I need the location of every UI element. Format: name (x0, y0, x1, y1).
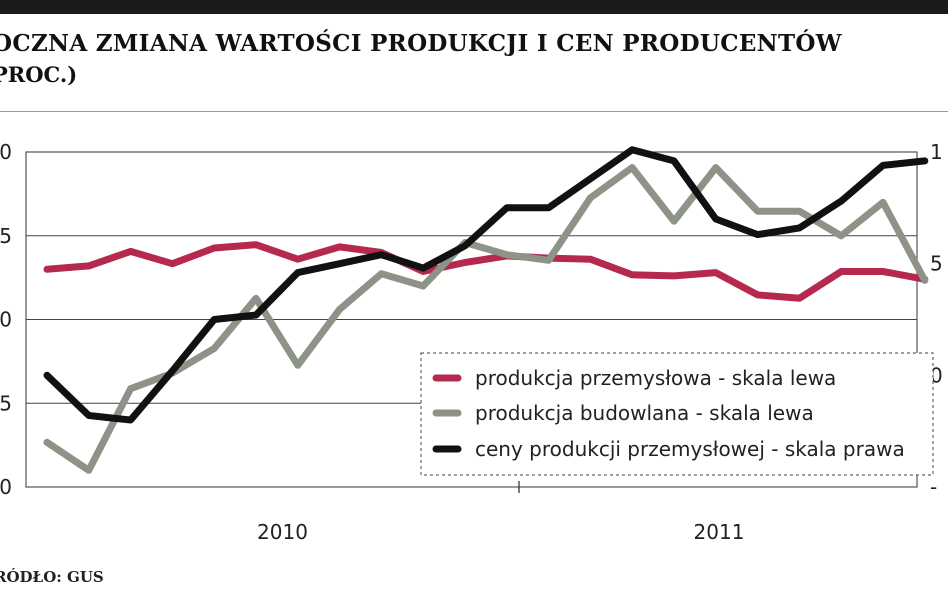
legend-label-construction-production: produkcja budowlana - skala lewa (475, 401, 814, 425)
line-construction-production (43, 164, 929, 474)
y-left-tick-label: 0 (0, 140, 12, 164)
legend: produkcja przemysłowa - skala lewa produ… (420, 352, 934, 476)
legend-box (420, 352, 934, 476)
plot-frame (25, 151, 918, 488)
chart-subtitle: PROC.) (0, 62, 78, 87)
y-left-tick-label: 5 (0, 224, 12, 248)
line-industrial-production (43, 241, 929, 302)
y-left-tick-label: 0 (0, 308, 12, 332)
series-layer (43, 146, 929, 474)
y-left-tick-label: 5 (0, 391, 12, 415)
source-note: RÓDŁO: GUS (0, 568, 104, 586)
line-producer-prices (43, 146, 929, 424)
title-rule (0, 111, 948, 112)
x-tick-label: 2010 (257, 520, 308, 544)
y-right-tick-label: - (930, 475, 937, 499)
y-left-tick-label: 0 (0, 475, 12, 499)
y-right-tick-label: 1 (930, 140, 943, 164)
legend-label-producer-prices: ceny produkcji przemysłowej - skala praw… (475, 437, 905, 461)
top-bar (0, 0, 948, 14)
y-right-tick-label: 5 (930, 252, 943, 276)
chart-title: OCZNA ZMIANA WARTOŚCI PRODUKCJI I CEN PR… (0, 30, 842, 57)
legend-label-industrial-production: produkcja przemysłowa - skala lewa (475, 366, 836, 390)
x-tick-label: 2011 (694, 520, 745, 544)
